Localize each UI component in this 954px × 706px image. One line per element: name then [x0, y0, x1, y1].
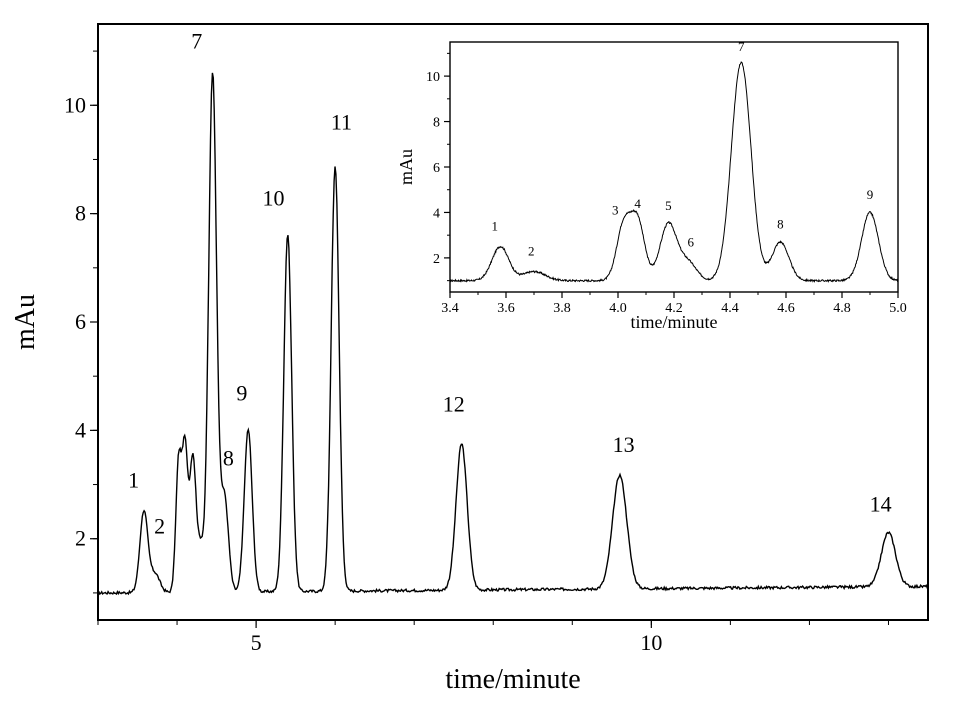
- main-ytick: 8: [75, 201, 86, 226]
- inset-xtick: 3.8: [553, 301, 571, 316]
- inset-xtick: 3.4: [441, 301, 459, 316]
- inset-background-top: [404, 38, 904, 332]
- inset-ytick: 2: [433, 252, 440, 267]
- main-ytick: 6: [75, 309, 86, 334]
- peak-label-4: 4: [634, 196, 641, 211]
- peak-label-13: 13: [613, 432, 635, 457]
- peak-label-3: 3: [612, 203, 619, 218]
- peak-label-5: 5: [665, 198, 672, 213]
- main-xtick: 5: [251, 630, 262, 655]
- chromatogram-svg: 510246810mAutime/minute1278910111213143.…: [0, 0, 954, 706]
- inset-xlabel: time/minute: [631, 312, 718, 332]
- main-xlabel: time/minute: [445, 664, 580, 695]
- peak-label-12: 12: [443, 391, 465, 416]
- peak-label-14: 14: [870, 492, 892, 517]
- inset-ytick: 8: [433, 116, 440, 131]
- peak-label-7: 7: [738, 39, 745, 54]
- peak-label-2: 2: [528, 244, 535, 259]
- peak-label-11: 11: [331, 110, 352, 135]
- inset-xtick: 5.0: [889, 301, 907, 316]
- peak-label-8: 8: [777, 216, 784, 231]
- main-ytick: 10: [64, 92, 86, 117]
- peak-label-1: 1: [492, 219, 499, 234]
- main-ylabel: mAu: [10, 294, 41, 350]
- peak-label-7: 7: [191, 28, 202, 53]
- peak-label-10: 10: [262, 186, 284, 211]
- peak-label-9: 9: [867, 187, 874, 202]
- inset-xtick: 4.6: [777, 301, 795, 316]
- inset-xtick: 3.6: [497, 301, 515, 316]
- inset-ytick: 6: [433, 161, 440, 176]
- peak-label-1: 1: [128, 467, 139, 492]
- peak-label-8: 8: [223, 446, 234, 471]
- peak-label-9: 9: [236, 381, 247, 406]
- inset-ytick: 10: [426, 70, 440, 85]
- peak-label-6: 6: [688, 235, 695, 250]
- main-xtick: 10: [640, 630, 662, 655]
- main-ytick: 4: [75, 417, 86, 442]
- inset-xtick: 4.0: [609, 301, 627, 316]
- main-ytick: 2: [75, 526, 86, 551]
- inset-xtick: 4.4: [721, 301, 739, 316]
- inset-xtick: 4.8: [833, 301, 851, 316]
- chromatogram-figure: 510246810mAutime/minute1278910111213143.…: [0, 0, 954, 706]
- inset-ylabel: mAu: [396, 149, 416, 185]
- peak-label-2: 2: [154, 513, 165, 538]
- inset-ytick: 4: [433, 206, 440, 221]
